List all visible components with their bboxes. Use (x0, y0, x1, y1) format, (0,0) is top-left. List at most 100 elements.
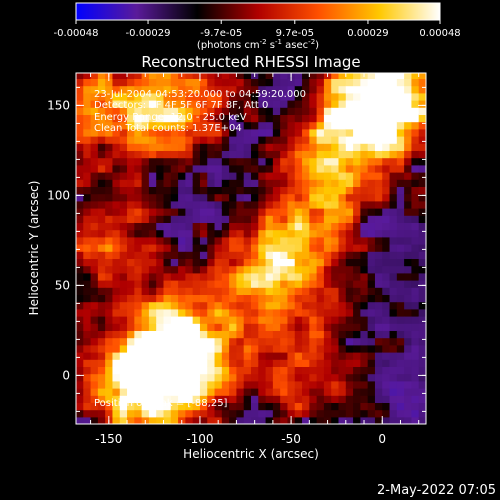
heatmap-pixel (331, 186, 340, 195)
heatmap-pixel (214, 280, 223, 288)
heatmap-pixel (360, 229, 369, 238)
heatmap-pixel (199, 380, 208, 389)
heatmap-pixel (396, 380, 405, 389)
heatmap-pixel (302, 179, 310, 187)
heatmap-pixel (316, 193, 325, 202)
heatmap-pixel (258, 85, 267, 94)
heatmap-pixel (280, 308, 289, 317)
heatmap-pixel (294, 215, 303, 223)
heatmap-pixel (287, 172, 296, 180)
heatmap-pixel (199, 359, 208, 367)
heatmap-pixel (192, 416, 201, 424)
heatmap-pixel (185, 316, 194, 324)
heatmap-pixel (258, 208, 267, 216)
heatmap-pixel (272, 373, 281, 382)
heatmap-pixel (76, 388, 84, 396)
heatmap-pixel (141, 136, 150, 144)
heatmap-pixel (280, 114, 289, 123)
heatmap-pixel (316, 143, 325, 151)
heatmap-pixel (112, 222, 121, 231)
heatmap-pixel (331, 222, 340, 231)
heatmap-pixel (170, 373, 179, 382)
heatmap-pixel (221, 78, 230, 87)
heatmap-pixel (134, 287, 143, 295)
heatmap-pixel (287, 395, 296, 403)
heatmap-pixel (76, 78, 84, 87)
heatmap-pixel (367, 244, 376, 252)
heatmap-pixel (229, 409, 238, 418)
heatmap-pixel (178, 287, 186, 295)
heatmap-pixel (76, 280, 84, 288)
heatmap-pixel (127, 85, 135, 94)
heatmap-pixel (76, 222, 84, 231)
heatmap-pixel (214, 92, 223, 101)
heatmap-pixel (323, 121, 332, 130)
heatmap-pixel (105, 294, 114, 303)
heatmap-pixel (156, 409, 165, 418)
heatmap-pixel (221, 186, 230, 195)
heatmap-pixel (90, 359, 99, 367)
heatmap-pixel (404, 359, 413, 367)
heatmap-pixel (90, 294, 99, 303)
heatmap-pixel (411, 172, 420, 180)
heatmap-pixel (396, 280, 405, 288)
heatmap-pixel (345, 388, 354, 396)
heatmap-pixel (97, 100, 106, 108)
heatmap-pixel (258, 114, 267, 123)
heatmap-pixel (163, 186, 172, 195)
heatmap-pixel (105, 78, 114, 87)
heatmap-pixel (338, 172, 347, 180)
heatmap-pixel (229, 344, 238, 353)
heatmap-pixel (287, 380, 296, 389)
heatmap-pixel (243, 301, 252, 310)
heatmap-pixel (323, 208, 332, 216)
heatmap-pixel (280, 121, 289, 130)
heatmap-pixel (331, 128, 340, 137)
heatmap-pixel (404, 337, 413, 346)
heatmap-pixel (112, 366, 121, 375)
colorbar-tick-label: -0.00048 (54, 28, 99, 39)
heatmap-pixel (294, 359, 303, 367)
heatmap-pixel (156, 128, 165, 137)
heatmap-pixel (367, 186, 376, 195)
heatmap-pixel (105, 208, 114, 216)
heatmap-pixel (97, 229, 106, 238)
heatmap-pixel (236, 200, 245, 209)
heatmap-pixel (163, 308, 172, 317)
heatmap-pixel (411, 395, 420, 403)
heatmap-pixel (360, 366, 369, 375)
heatmap-pixel (127, 323, 135, 331)
heatmap-pixel (141, 287, 150, 295)
heatmap-pixel (170, 323, 179, 331)
heatmap-pixel (280, 128, 289, 137)
heatmap-pixel (148, 193, 157, 202)
heatmap-pixel (134, 395, 143, 403)
heatmap-pixel (127, 114, 135, 123)
heatmap-pixel (294, 294, 303, 303)
heatmap-pixel (404, 294, 413, 303)
heatmap-pixel (374, 92, 383, 101)
heatmap-pixel (207, 186, 216, 195)
heatmap-pixel (236, 179, 245, 187)
heatmap-pixel (163, 143, 172, 151)
heatmap-pixel (272, 164, 281, 173)
heatmap-pixel (309, 143, 318, 151)
heatmap-pixel (294, 100, 303, 108)
heatmap-pixel (163, 287, 172, 295)
heatmap-pixel (389, 373, 398, 382)
heatmap-pixel (163, 409, 172, 418)
heatmap-pixel (236, 128, 245, 137)
heatmap-pixel (156, 85, 165, 94)
heatmap-pixel (156, 186, 165, 195)
heatmap-pixel (185, 172, 194, 180)
heatmap-pixel (243, 316, 252, 324)
heatmap-pixel (141, 215, 150, 223)
heatmap-pixel (331, 215, 340, 223)
heatmap-pixel (345, 352, 354, 360)
heatmap-pixel (265, 366, 274, 375)
heatmap-pixel (323, 136, 332, 144)
heatmap-pixel (199, 114, 208, 123)
heatmap-pixel (404, 92, 413, 101)
heatmap-pixel (338, 359, 347, 367)
